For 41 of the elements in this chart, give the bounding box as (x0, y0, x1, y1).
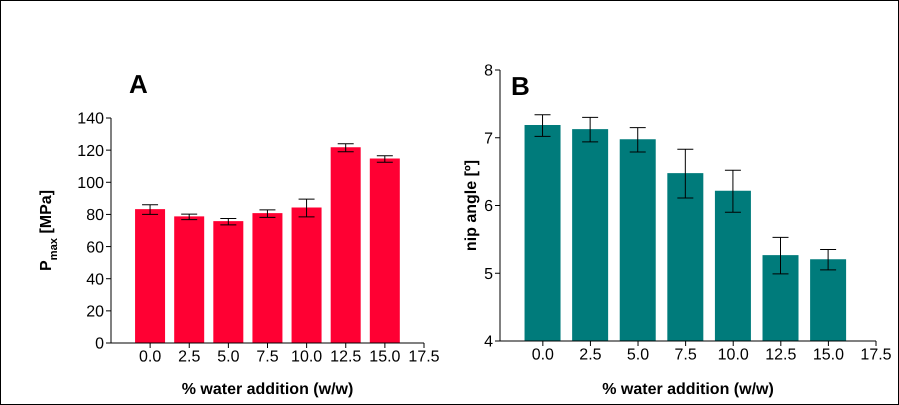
bar (292, 208, 322, 343)
x-tick-label: 7.5 (674, 346, 697, 364)
y-axis-title: nip angle [º] (463, 160, 480, 252)
x-tick-label: 17.5 (408, 348, 440, 366)
x-tick-label: 5.0 (217, 348, 240, 366)
y-tick-label: 4 (484, 334, 494, 351)
y-tick-label: 100 (77, 174, 104, 192)
y-tick-label: 0 (95, 336, 104, 353)
x-tick-label: 2.5 (178, 348, 200, 366)
bar (213, 221, 244, 343)
x-tick-label: 12.5 (765, 346, 796, 364)
y-tick-label: 60 (86, 239, 104, 256)
y-tick-label: 6 (484, 198, 494, 216)
x-tick-label: 15.0 (369, 348, 401, 366)
bar (135, 209, 166, 343)
y-tick-label: 5 (484, 266, 494, 283)
x-tick-label: 12.5 (330, 348, 362, 366)
y-tick-label: 40 (86, 271, 104, 288)
x-tick-label: 5.0 (626, 346, 650, 364)
x-axis-title: % water addition (w/w) (182, 381, 354, 398)
y-tick-label: 140 (77, 110, 104, 128)
x-tick-label: 17.5 (860, 346, 892, 364)
x-tick-label: 0.0 (139, 348, 162, 366)
y-tick-label: 80 (86, 207, 104, 224)
chart-title: B (511, 71, 530, 102)
bar (174, 216, 204, 343)
bar (252, 213, 282, 343)
x-tick-label: 10.0 (718, 346, 749, 364)
x-tick-label: 2.5 (579, 346, 602, 364)
x-tick-label: 15.0 (812, 346, 844, 364)
bar (370, 158, 400, 343)
x-tick-label: 10.0 (291, 348, 322, 366)
y-tick-label: 7 (484, 130, 494, 148)
bar (330, 147, 361, 343)
chart-title: A (129, 69, 148, 100)
y-tick-label: 120 (77, 142, 104, 160)
y-tick-label: 20 (86, 304, 104, 321)
x-axis-title: % water addition (w/w) (602, 381, 774, 398)
x-tick-label: 0.0 (532, 346, 554, 364)
y-tick-label: 8 (484, 62, 494, 80)
x-tick-label: 7.5 (256, 348, 279, 366)
